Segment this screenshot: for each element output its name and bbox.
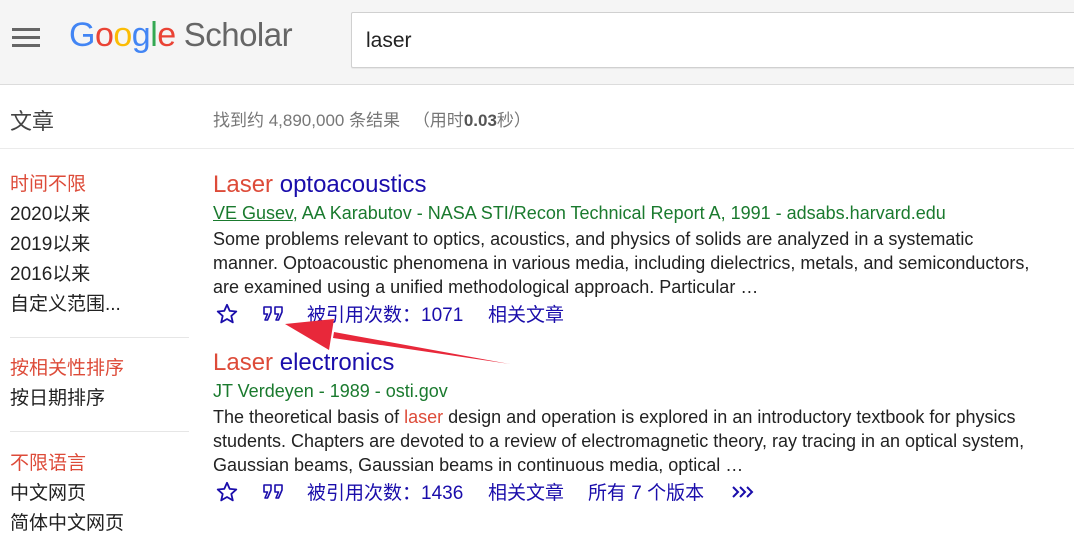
cite-icon[interactable]: [261, 301, 287, 327]
filter-since-2019[interactable]: 2019以来: [10, 234, 91, 255]
filter-custom-range[interactable]: 自定义范围...: [10, 294, 121, 315]
snippet-text: The theoretical basis of: [213, 407, 405, 427]
result-authors: VE Gusev, AA Karabutov - NASA STI/Recon …: [213, 200, 1063, 227]
filter-since-2016[interactable]: 2016以来: [10, 264, 91, 285]
result-stats: 找到约 4,890,000 条结果 （用时0.03秒）: [213, 106, 531, 131]
annotation-arrow: [285, 319, 510, 364]
sidebar-divider: [10, 431, 189, 432]
google-scholar-logo[interactable]: Google Scholar: [69, 16, 293, 54]
sort-by-date[interactable]: 按日期排序: [10, 388, 106, 409]
result-title[interactable]: Laser electronics: [213, 348, 1063, 378]
related-articles-link[interactable]: 相关文章: [488, 305, 565, 326]
result-item: Laser optoacoustics VE Gusev, AA Karabut…: [213, 170, 1063, 331]
related-articles-link[interactable]: 相关文章: [488, 483, 565, 504]
time-open: （用时: [412, 111, 464, 130]
title-text: electronics: [273, 349, 395, 376]
filter-any-time[interactable]: 时间不限: [10, 174, 87, 195]
time-close: 秒）: [496, 111, 531, 130]
lang-chinese-pages[interactable]: 中文网页: [10, 483, 87, 504]
result-snippet: The theoretical basis of laser design an…: [213, 405, 1033, 477]
result-count: 找到约 4,890,000 条结果: [213, 111, 401, 130]
result-actions: 被引用次数：1436 相关文章 所有 7 个版本: [213, 479, 1063, 509]
result-item: Laser electronics JT Verdeyen - 1989 - o…: [213, 348, 1063, 509]
result-snippet: Some problems relevant to optics, acoust…: [213, 229, 1030, 297]
result-title[interactable]: Laser optoacoustics: [213, 170, 1063, 200]
time-filter-group: 时间不限 2020以来 2019以来 2016以来 自定义范围...: [10, 170, 121, 320]
title-highlight: Laser: [213, 349, 274, 376]
sort-group: 按相关性排序 按日期排序: [10, 354, 124, 414]
author-link[interactable]: VE Gusev: [213, 203, 293, 223]
authors-source: , AA Karabutov - NASA STI/Recon Technica…: [292, 203, 946, 223]
cited-by-link[interactable]: 被引用次数：1436: [307, 483, 464, 504]
search-input[interactable]: [364, 27, 1058, 55]
filter-since-2020[interactable]: 2020以来: [10, 204, 91, 225]
result-authors: JT Verdeyen - 1989 - osti.gov: [213, 381, 448, 401]
title-text: optoacoustics: [273, 171, 427, 198]
star-icon[interactable]: [215, 301, 239, 327]
all-versions-link[interactable]: 所有 7 个版本: [588, 483, 705, 504]
menu-icon[interactable]: [10, 26, 42, 50]
cite-icon[interactable]: [261, 479, 287, 505]
time-value: 0.03: [463, 111, 497, 130]
title-highlight: Laser: [213, 171, 274, 198]
section-title: 文章: [10, 109, 55, 134]
snippet-text: design and operation is explored in an i…: [213, 407, 1025, 475]
sort-by-relevance[interactable]: 按相关性排序: [10, 358, 125, 379]
top-bar: Google Scholar: [0, 0, 1074, 85]
lang-any[interactable]: 不限语言: [10, 453, 87, 474]
more-icon[interactable]: [729, 479, 755, 505]
result-actions: 被引用次数：1071 相关文章: [213, 301, 1063, 331]
snippet-highlight: laser: [404, 407, 444, 427]
sidebar-divider: [10, 337, 189, 338]
cited-by-link[interactable]: 被引用次数：1071: [307, 305, 464, 326]
divider: [0, 148, 1074, 149]
star-icon[interactable]: [215, 479, 239, 505]
search-box[interactable]: [351, 12, 1074, 68]
